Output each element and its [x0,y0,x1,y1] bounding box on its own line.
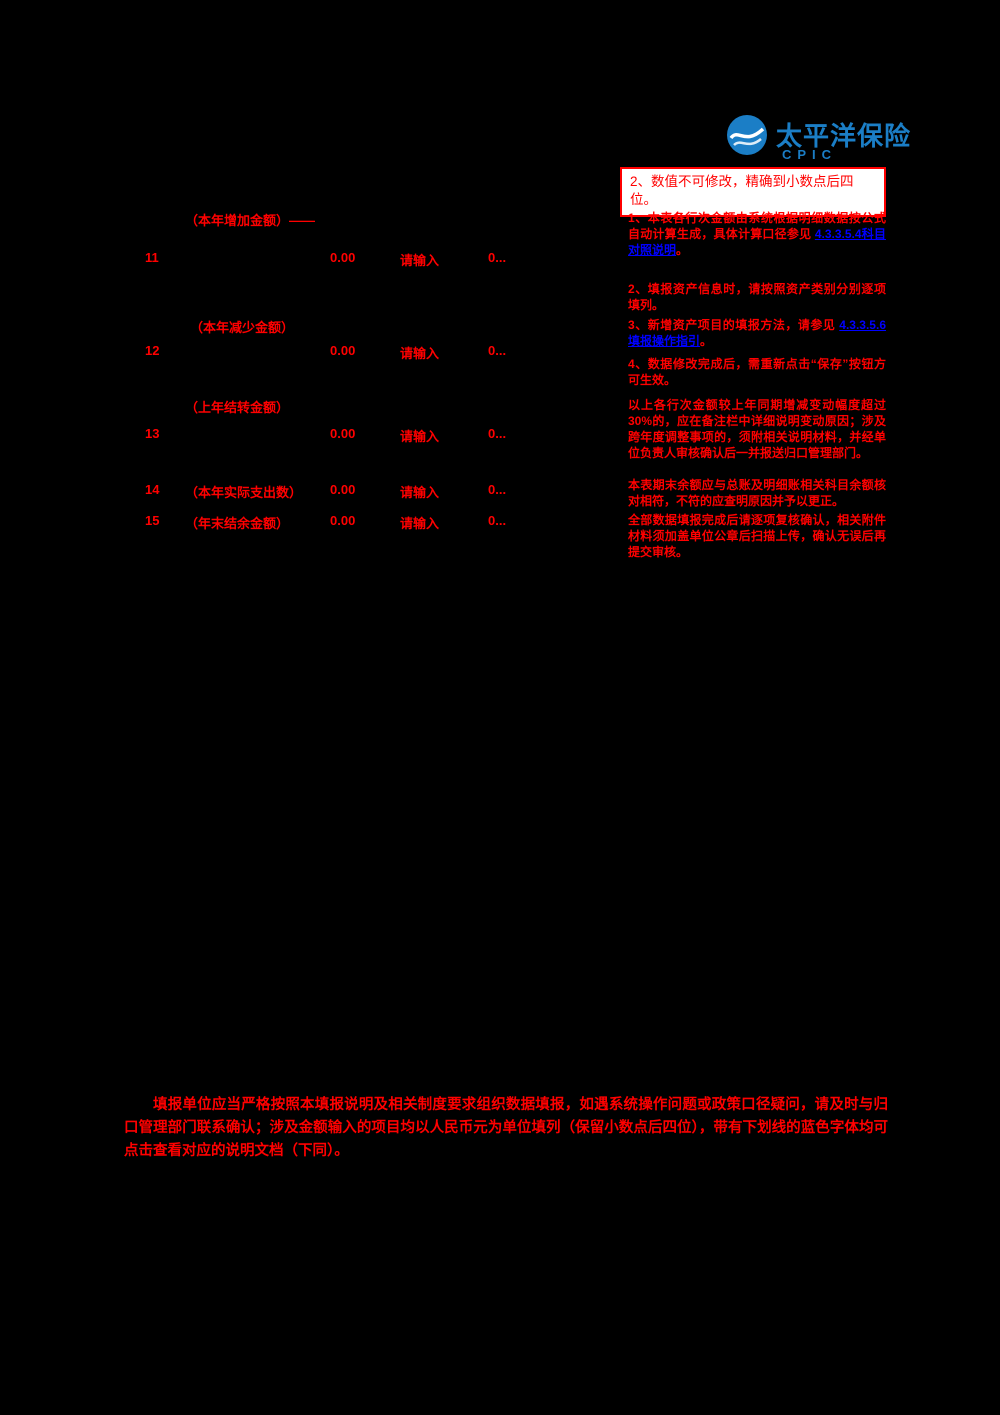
annotation-2: 2、填报资产信息时，请按照资产类别分别逐项填列。 [628,281,886,313]
row-number: 13 [145,426,160,441]
row-value: 0.00 [330,482,356,497]
row-input-placeholder[interactable]: 请输入 [400,485,440,500]
annotation-7: 全部数据填报完成后请逐项复核确认，相关附件材料须加盖单位公章后扫描上传，确认无误… [628,512,886,560]
form-row-13: 13 0.00 请输入 0... [0,426,620,444]
annotation-6: 本表期末余额应与总账及明细账相关科目余额核对相符，不符的应查明原因并予以更正。 [628,477,886,509]
annotation-link[interactable]: 4.3.3.5.4科目对照说明 [628,227,886,257]
form-row-11: 11 0.00 请输入 0... [0,250,620,268]
row-tail-value: 0... [488,513,507,528]
row-tail-value: 0... [488,426,507,441]
form-row-12: 12 0.00 请输入 0... [0,343,620,361]
row-tail-value: 0... [488,482,507,497]
row-label: （年末结余金额） [185,516,290,531]
annotation-text: 全部数据填报完成后请逐项复核确认，相关附件材料须加盖单位公章后扫描上传，确认无误… [628,513,886,559]
row-number: 15 [145,513,160,528]
row-tail-value: 0... [488,250,507,265]
row-value: 0.00 [330,513,356,528]
notice-box: 2、数值不可修改，精确到小数点后四位。 [620,167,886,217]
section-label-carryover: （上年结转金额） [185,400,290,415]
logo-brand-text: 太平洋保险 [776,121,912,151]
annotation-text: 。 [700,334,713,348]
annotation-text: 3、新增资产项目的填报方法，请参见 [628,318,840,332]
annotation-text: 2、填报资产信息时，请按照资产类别分别逐项填列。 [628,282,886,312]
annotation-link[interactable]: 4.3.3.5.6填报操作指引 [628,318,886,348]
row-number: 14 [145,482,160,497]
row-input-placeholder[interactable]: 请输入 [400,516,440,531]
form-row-15: 15 （年末结余金额） 0.00 请输入 0... [0,513,620,531]
notice-text: 2、数值不可修改，精确到小数点后四位。 [630,174,854,207]
row-number: 12 [145,343,160,358]
annotation-1: 1、本表各行次金额由系统根据明细数据按公式自动计算生成，具体计算口径参见 4.3… [628,210,886,258]
row-input-placeholder[interactable]: 请输入 [400,346,440,361]
annotation-text: 4、数据修改完成后，需重新点击“保存”按钮方可生效。 [628,357,886,387]
annotation-5: 以上各行次金额较上年同期增减变动幅度超过30%的，应在备注栏中详细说明变动原因；… [628,397,886,461]
annotation-3: 3、新增资产项目的填报方法，请参见 4.3.3.5.6填报操作指引。 [628,317,886,349]
row-value: 0.00 [330,343,356,358]
logo: 太平洋保险 CPIC [722,112,922,166]
annotation-text: 。 [676,243,689,257]
logo-sub-text: CPIC [782,147,838,162]
row-label: （本年实际支出数） [185,485,303,500]
row-input-placeholder[interactable]: 请输入 [400,253,440,268]
section-label-increase: （本年增加金额）—— [185,213,316,228]
annotation-4: 4、数据修改完成后，需重新点击“保存”按钮方可生效。 [628,356,886,388]
row-tail-value: 0... [488,343,507,358]
form-row-14: 14 （本年实际支出数） 0.00 请输入 0... [0,482,620,500]
row-value: 0.00 [330,426,356,441]
section-label-decrease: （本年减少金额） [190,320,295,335]
annotation-text: 1、本表各行次金额由系统根据明细数据按公式自动计算生成，具体计算口径参见 [628,211,886,241]
footer-paragraph: 填报单位应当严格按照本填报说明及相关制度要求组织数据填报，如遇系统操作问题或政策… [124,1097,888,1159]
row-input-placeholder[interactable]: 请输入 [400,429,440,444]
row-value: 0.00 [330,250,356,265]
annotation-text: 以上各行次金额较上年同期增减变动幅度超过30%的，应在备注栏中详细说明变动原因；… [628,398,886,460]
annotation-text: 本表期末余额应与总账及明细账相关科目余额核对相符，不符的应查明原因并予以更正。 [628,478,886,508]
cpic-logo-icon [726,114,768,156]
row-number: 11 [145,250,159,265]
